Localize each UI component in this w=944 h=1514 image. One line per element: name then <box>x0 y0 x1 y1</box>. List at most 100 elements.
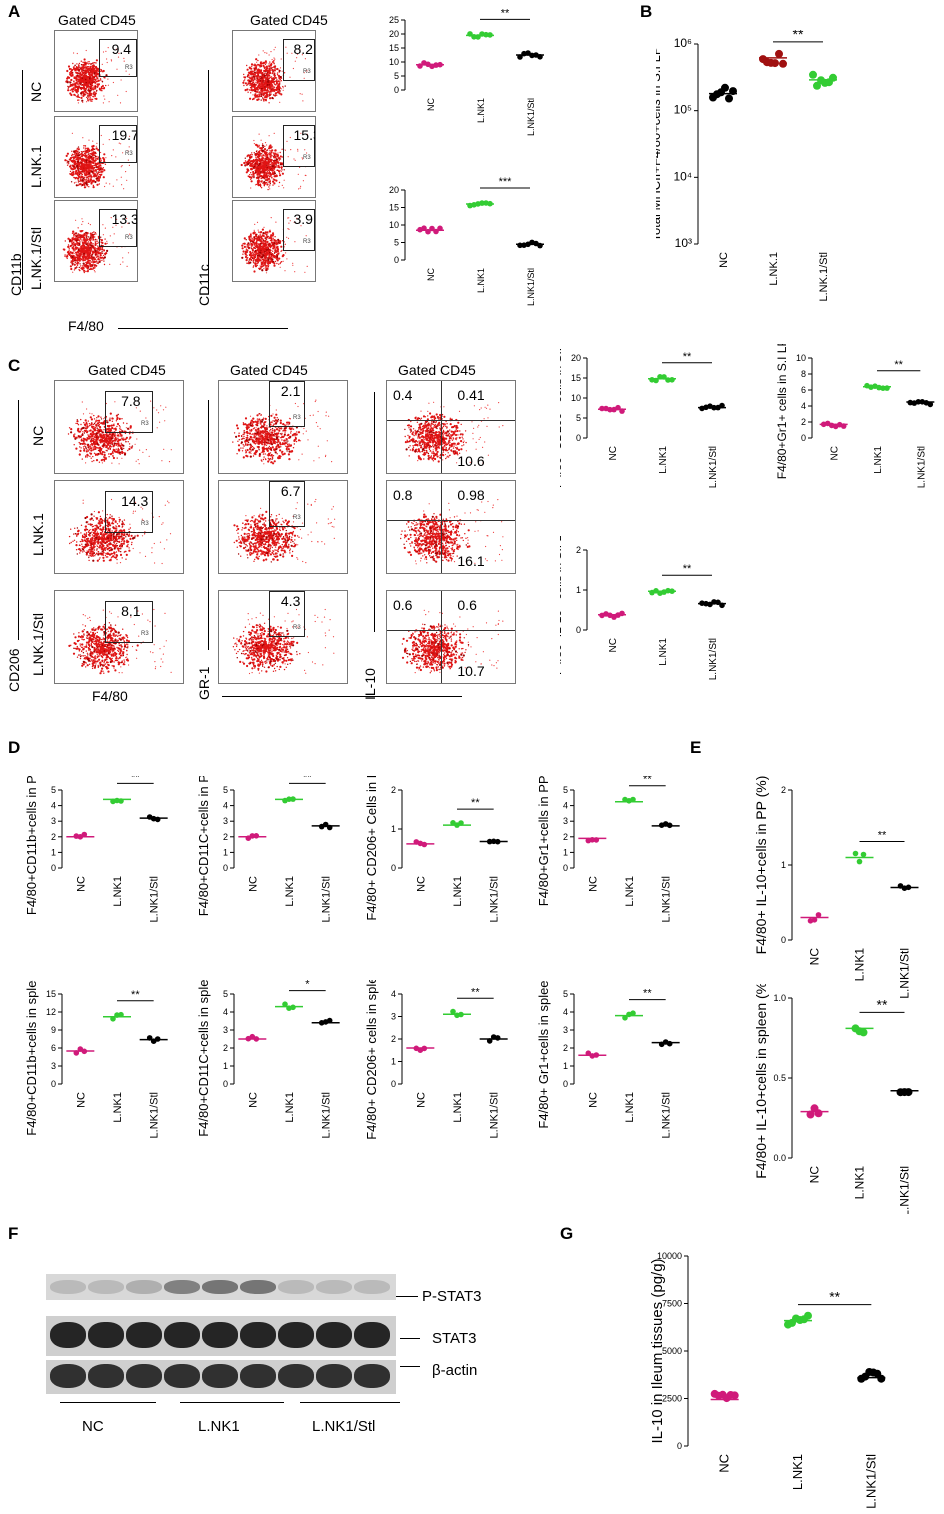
gate-value: 3.9 <box>293 211 313 227</box>
event-dot <box>265 78 267 80</box>
event-dot <box>77 150 79 153</box>
event-dot <box>81 161 83 163</box>
event-dot <box>96 436 98 438</box>
event-dot <box>87 79 89 81</box>
event-dot <box>289 76 291 78</box>
event-dot <box>77 68 79 70</box>
event-dot <box>76 264 79 266</box>
event-dot <box>254 78 256 81</box>
event-dot <box>98 421 100 424</box>
event-dot <box>87 66 90 68</box>
event-dot <box>89 62 91 65</box>
axis-label-gr1: GR-1 <box>196 666 212 700</box>
event-dot <box>89 91 91 94</box>
event-dot <box>74 165 76 167</box>
event-dot <box>96 423 98 425</box>
event-dot <box>78 441 80 444</box>
flow-plot: 13.3 R3 <box>54 200 138 282</box>
event-dot <box>272 247 275 250</box>
event-dot <box>122 438 124 441</box>
event-dot <box>254 97 256 99</box>
event-dot <box>269 163 271 165</box>
event-dot <box>254 265 258 268</box>
event-dot <box>106 434 108 436</box>
event-dot <box>278 68 280 70</box>
event-dot <box>66 81 69 84</box>
event-dot <box>269 182 271 185</box>
event-dot <box>92 80 94 83</box>
event-dot <box>97 178 100 180</box>
event-dot <box>269 184 271 186</box>
event-dot <box>69 244 72 248</box>
event-dot <box>253 139 255 142</box>
event-dot <box>105 458 107 460</box>
event-dot <box>79 431 82 433</box>
event-dot <box>77 85 81 88</box>
event-dot <box>70 93 73 97</box>
event-dot <box>276 254 279 258</box>
event-dot <box>260 231 263 234</box>
group-label: NC <box>28 81 44 102</box>
event-dot <box>72 260 74 263</box>
event-dot <box>273 172 276 175</box>
event-dot <box>101 440 104 443</box>
event-dot <box>115 448 117 450</box>
event-dot <box>258 154 261 157</box>
event-dot <box>100 151 102 154</box>
event-dot <box>74 89 76 92</box>
event-dot <box>81 234 84 237</box>
event-dot <box>91 261 94 263</box>
event-dot <box>85 422 88 425</box>
event-dot <box>270 150 272 152</box>
event-dot <box>76 241 79 245</box>
event-dot <box>114 433 116 435</box>
event-dot <box>267 179 269 181</box>
event-dot <box>258 144 261 146</box>
event-dot <box>78 84 80 86</box>
event-dot <box>118 52 120 54</box>
event-dot <box>78 175 81 178</box>
event-dot <box>274 241 276 243</box>
event-dot <box>241 256 244 259</box>
event-dot <box>277 240 280 243</box>
event-dot <box>97 85 99 87</box>
event-dot <box>95 419 97 421</box>
event-dot <box>250 187 252 189</box>
event-dot <box>288 217 290 219</box>
event-dot <box>264 256 267 259</box>
event-dot <box>261 234 264 237</box>
event-dot <box>83 449 86 452</box>
event-dot <box>80 267 83 270</box>
event-dot <box>68 239 72 242</box>
event-dot <box>67 89 70 92</box>
event-dot <box>79 446 81 448</box>
event-dot <box>79 248 81 250</box>
event-dot <box>283 72 286 74</box>
event-dot <box>254 158 257 162</box>
event-dot <box>74 436 76 439</box>
event-dot <box>91 254 94 256</box>
event-dot <box>86 172 89 174</box>
event-dot <box>105 421 108 423</box>
event-dot <box>115 224 117 226</box>
event-dot <box>270 237 273 240</box>
event-dot <box>95 166 97 168</box>
event-dot <box>120 176 122 178</box>
event-dot <box>108 139 110 141</box>
event-dot <box>116 451 119 454</box>
event-dot <box>93 443 96 446</box>
event-dot <box>268 135 270 137</box>
event-dot <box>277 248 279 250</box>
event-dot <box>276 253 279 255</box>
event-dot <box>249 261 252 264</box>
event-dot <box>69 265 72 268</box>
event-dot <box>255 163 257 165</box>
event-dot <box>90 69 94 72</box>
event-dot <box>84 164 87 166</box>
event-dot <box>128 73 130 75</box>
event-dot <box>74 154 77 157</box>
event-dot <box>116 418 119 421</box>
event-dot <box>92 148 95 151</box>
event-dot <box>99 177 101 179</box>
event-dot <box>80 254 82 257</box>
